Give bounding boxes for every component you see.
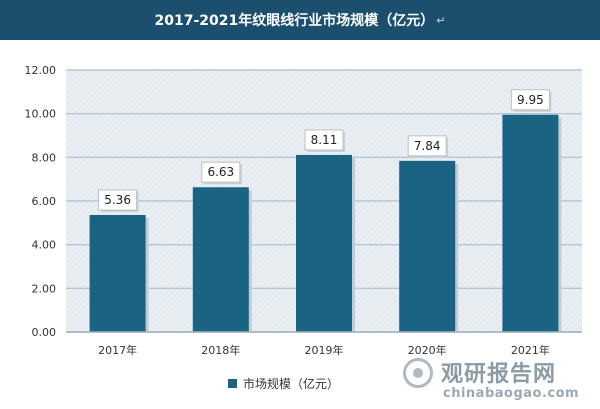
legend-swatch	[228, 378, 237, 388]
x-tick-label: 2020年	[408, 343, 447, 357]
y-tick-label: 4.00	[32, 239, 57, 252]
return-mark-icon: ↵	[436, 13, 446, 27]
watermark: 观研报告网 chinabaogao.com	[403, 356, 595, 404]
y-tick-label: 6.00	[32, 195, 57, 208]
x-tick-label: 2018年	[201, 343, 240, 357]
data-label: 7.84	[414, 139, 441, 153]
data-label: 8.11	[311, 133, 338, 147]
data-label-box	[304, 129, 344, 151]
watermark-text-cn: 观研报告网	[441, 362, 557, 387]
y-tick-label: 8.00	[32, 151, 57, 164]
chart-title: 2017-2021年纹眼线行业市场规模（亿元）	[154, 13, 435, 29]
chart-header: 2017-2021年纹眼线行业市场规模（亿元） ↵	[0, 0, 600, 40]
data-label-box	[98, 189, 138, 211]
data-label-box	[407, 135, 447, 157]
data-label-box	[201, 161, 241, 183]
bar	[502, 114, 559, 332]
y-tick-label: 10.00	[25, 108, 57, 121]
data-label: 5.36	[104, 193, 131, 207]
y-tick-label: 12.00	[25, 64, 57, 77]
data-label: 9.95	[517, 93, 544, 107]
bar-chart: 0.00 2.00 4.00 6.00 8.00 10.00 12.00 5.36 2017年 6…	[25, 64, 582, 357]
data-label: 6.63	[207, 165, 234, 179]
bar	[399, 160, 456, 332]
x-tick-label: 2019年	[305, 343, 344, 357]
legend: 市场规模（亿元）	[228, 374, 339, 392]
x-tick-label: 2021年	[511, 343, 550, 357]
y-tick-label: 2.00	[32, 282, 57, 295]
watermark-text-en: chinabaogao.com	[443, 386, 580, 401]
watermark-logo-icon	[403, 358, 433, 388]
bar	[192, 187, 249, 332]
chart-area: 0.00 2.00 4.00 6.00 8.00 10.00 12.00 5.36 2017年 6…	[0, 40, 600, 409]
bar	[296, 154, 352, 332]
legend-label: 市场规模（亿元）	[243, 376, 340, 391]
data-label-box	[510, 89, 550, 111]
x-tick-label: 2017年	[98, 343, 137, 357]
y-tick-label: 0.00	[32, 326, 57, 339]
bar	[89, 214, 146, 332]
